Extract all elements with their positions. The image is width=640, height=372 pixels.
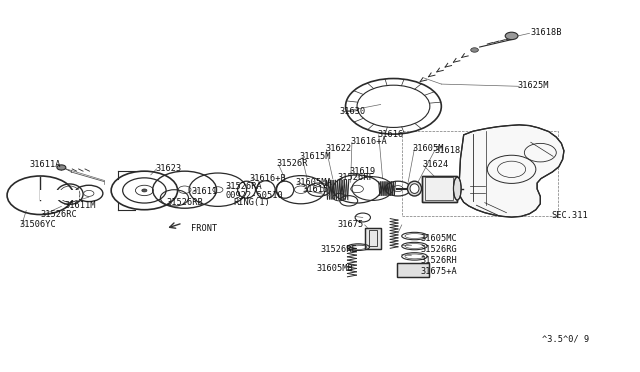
Text: 31605MC: 31605MC — [421, 234, 458, 243]
Text: 31605MB: 31605MB — [317, 264, 353, 273]
Text: 31526RC: 31526RC — [40, 211, 77, 219]
Bar — [365, 228, 381, 249]
Text: 31611M: 31611M — [65, 201, 96, 210]
Bar — [369, 231, 377, 246]
Text: 31622: 31622 — [325, 144, 351, 153]
Text: 31625M: 31625M — [518, 81, 550, 90]
Bar — [426, 177, 454, 200]
Text: 31618: 31618 — [435, 146, 461, 155]
Text: 31615M: 31615M — [300, 152, 331, 161]
Text: 31526RH: 31526RH — [421, 256, 458, 264]
Bar — [422, 176, 458, 202]
Text: 31618B: 31618B — [531, 28, 563, 37]
Circle shape — [57, 165, 66, 170]
Text: 31526RG: 31526RG — [421, 244, 458, 253]
Text: RING(1): RING(1) — [234, 198, 271, 207]
Text: 31526RA: 31526RA — [225, 182, 262, 191]
Text: 31605M: 31605M — [413, 144, 444, 153]
Bar — [365, 228, 381, 249]
Circle shape — [142, 189, 147, 192]
Text: 31623: 31623 — [156, 164, 182, 173]
Text: 31630: 31630 — [339, 108, 365, 116]
Text: 31526RF: 31526RF — [338, 173, 374, 182]
Text: 31526RE: 31526RE — [320, 244, 356, 253]
Circle shape — [505, 32, 518, 39]
Text: 31675: 31675 — [337, 221, 364, 230]
Polygon shape — [460, 125, 564, 217]
Text: 31611: 31611 — [191, 187, 217, 196]
Bar — [402, 131, 558, 217]
Text: 31624: 31624 — [422, 160, 449, 169]
Bar — [40, 190, 79, 200]
Circle shape — [470, 48, 478, 52]
Text: 31616+A: 31616+A — [351, 137, 387, 146]
Text: 31616: 31616 — [378, 129, 404, 139]
Text: 31526RB: 31526RB — [167, 198, 204, 207]
Bar — [422, 176, 458, 202]
Text: FRONT: FRONT — [191, 224, 217, 233]
Bar — [397, 263, 429, 277]
Text: 31615: 31615 — [303, 185, 329, 194]
Bar — [397, 263, 429, 277]
Text: 31675+A: 31675+A — [421, 267, 458, 276]
Text: 31619: 31619 — [349, 167, 376, 176]
Ellipse shape — [454, 177, 461, 200]
Text: 31526R: 31526R — [276, 159, 308, 168]
Text: 31605MA: 31605MA — [296, 178, 333, 187]
Text: 31506YC: 31506YC — [20, 221, 56, 230]
Text: 00922-50510: 00922-50510 — [225, 191, 284, 200]
Ellipse shape — [408, 181, 422, 196]
Text: 31616+B: 31616+B — [250, 174, 287, 183]
Ellipse shape — [410, 184, 419, 193]
Text: 31611A: 31611A — [29, 160, 61, 169]
Text: ^3.5^0/ 9: ^3.5^0/ 9 — [542, 334, 589, 343]
Text: SEC.311: SEC.311 — [551, 211, 588, 220]
